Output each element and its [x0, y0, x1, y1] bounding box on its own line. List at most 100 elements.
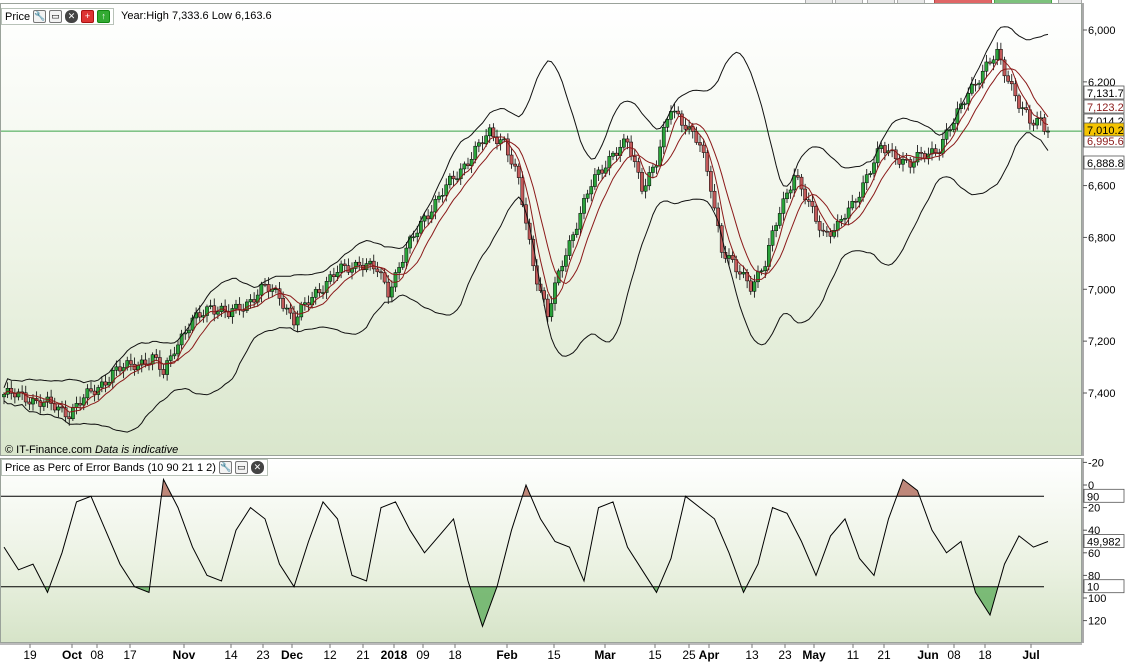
- candle-up: [875, 148, 880, 164]
- indicator-line: [3, 477, 1049, 628]
- indicator-panel-title: Price as Perc of Error Bands (10 90 21 1…: [5, 461, 216, 474]
- add-indicator-icon[interactable]: +: [81, 10, 95, 23]
- candle-up: [846, 207, 851, 219]
- candle-up: [216, 311, 220, 315]
- candle-down: [212, 305, 217, 315]
- price-y-tick-label: 6,800: [1088, 232, 1116, 244]
- candle-down: [683, 124, 688, 130]
- candle-down: [306, 302, 311, 306]
- candle-up: [1035, 118, 1039, 126]
- candle-down: [632, 156, 637, 162]
- candle-down: [9, 388, 14, 394]
- candle-down: [799, 176, 804, 190]
- candle-up: [353, 261, 358, 269]
- candle-down: [89, 388, 93, 392]
- candle-down: [1017, 95, 1021, 109]
- candle-up: [404, 247, 409, 263]
- candle-down: [748, 280, 753, 292]
- indicator-y-tick-label: 20: [1088, 503, 1100, 515]
- candle-up: [596, 169, 601, 175]
- x-tick-label: 15: [648, 648, 662, 662]
- candle-up: [295, 316, 300, 326]
- candle-down: [495, 136, 499, 145]
- candle-up: [440, 195, 445, 197]
- candle-up: [393, 272, 398, 288]
- candle-up: [643, 185, 648, 192]
- candle-up: [622, 138, 626, 148]
- candle-down: [690, 126, 695, 132]
- candle-down: [288, 307, 293, 314]
- candle-up: [248, 299, 253, 303]
- candle-up: [661, 126, 666, 148]
- candle-up: [165, 360, 169, 375]
- candle-up: [299, 304, 304, 318]
- close-icon[interactable]: ✕: [65, 10, 79, 23]
- candle-down: [614, 152, 619, 156]
- candle-up: [190, 317, 195, 331]
- candle-down: [908, 159, 913, 168]
- indicator-value-tag: 10: [1087, 582, 1099, 594]
- candle-up: [411, 236, 416, 239]
- candle-up: [868, 173, 873, 175]
- candle-down: [466, 163, 470, 167]
- indicator-y-tick-label: 60: [1088, 548, 1100, 560]
- candle-up: [977, 82, 981, 85]
- x-tick-label: 19: [23, 648, 37, 662]
- price-panel-title: Price: [5, 10, 31, 23]
- candle-down: [625, 138, 630, 143]
- candle-down: [52, 403, 57, 411]
- candle-down: [814, 206, 818, 222]
- candle-up: [444, 184, 449, 196]
- candle-up: [788, 189, 793, 194]
- candle-up: [205, 306, 209, 316]
- candle-up: [390, 286, 394, 298]
- candle-up: [955, 108, 960, 124]
- close-icon[interactable]: ✕: [250, 461, 264, 474]
- wrench-icon[interactable]: 🔧: [218, 461, 232, 474]
- candle-up: [672, 110, 677, 113]
- candle-down: [60, 406, 64, 409]
- price-value-tag: 7,010.2: [1087, 125, 1124, 137]
- candle-down: [806, 199, 811, 202]
- candle-up: [984, 61, 989, 72]
- price-plot: [1, 26, 1082, 433]
- candle-down: [13, 393, 17, 398]
- candle-up: [458, 168, 463, 180]
- x-tick-label: 23: [778, 648, 792, 662]
- candle-up: [770, 230, 775, 246]
- candle-down: [629, 141, 633, 157]
- candle-down: [817, 221, 822, 231]
- candle-down: [1006, 75, 1010, 82]
- candle-down: [357, 261, 362, 266]
- x-tick-label: Jul: [1022, 648, 1039, 662]
- candle-down: [379, 271, 383, 274]
- candle-up: [462, 163, 467, 170]
- candle-down: [738, 271, 742, 275]
- candle-down: [796, 175, 800, 178]
- price-value-tag: 6,888.8: [1087, 158, 1124, 170]
- indicator-y-tick-label: -20: [1088, 457, 1104, 469]
- candle-up: [774, 225, 778, 231]
- indicator-y-tick-label: 120: [1088, 616, 1106, 628]
- candle-up: [571, 234, 575, 241]
- price-y-tick-label: 7,400: [1088, 388, 1116, 400]
- candle-up: [941, 139, 945, 154]
- candle-down: [825, 230, 829, 233]
- price-y-tick-label: 7,000: [1088, 284, 1116, 296]
- maximize-icon[interactable]: ▭: [49, 10, 63, 23]
- candle-up: [2, 394, 6, 398]
- moving-average-slow: [3, 68, 1049, 409]
- candle-up: [179, 333, 184, 346]
- candle-down: [1031, 122, 1036, 126]
- arrow-up-icon[interactable]: ↑: [97, 10, 111, 23]
- indicator-value-tag-box: [1083, 534, 1125, 548]
- maximize-icon[interactable]: ▭: [234, 461, 248, 474]
- candle-up: [303, 302, 307, 305]
- candle-up: [582, 198, 586, 214]
- candle-down: [480, 142, 485, 145]
- indicator-value-tag: 49,982: [1087, 537, 1121, 549]
- candle-up: [81, 397, 86, 406]
- candle-down: [919, 152, 923, 154]
- wrench-icon[interactable]: 🔧: [33, 10, 47, 23]
- x-tick-label: 15: [547, 648, 561, 662]
